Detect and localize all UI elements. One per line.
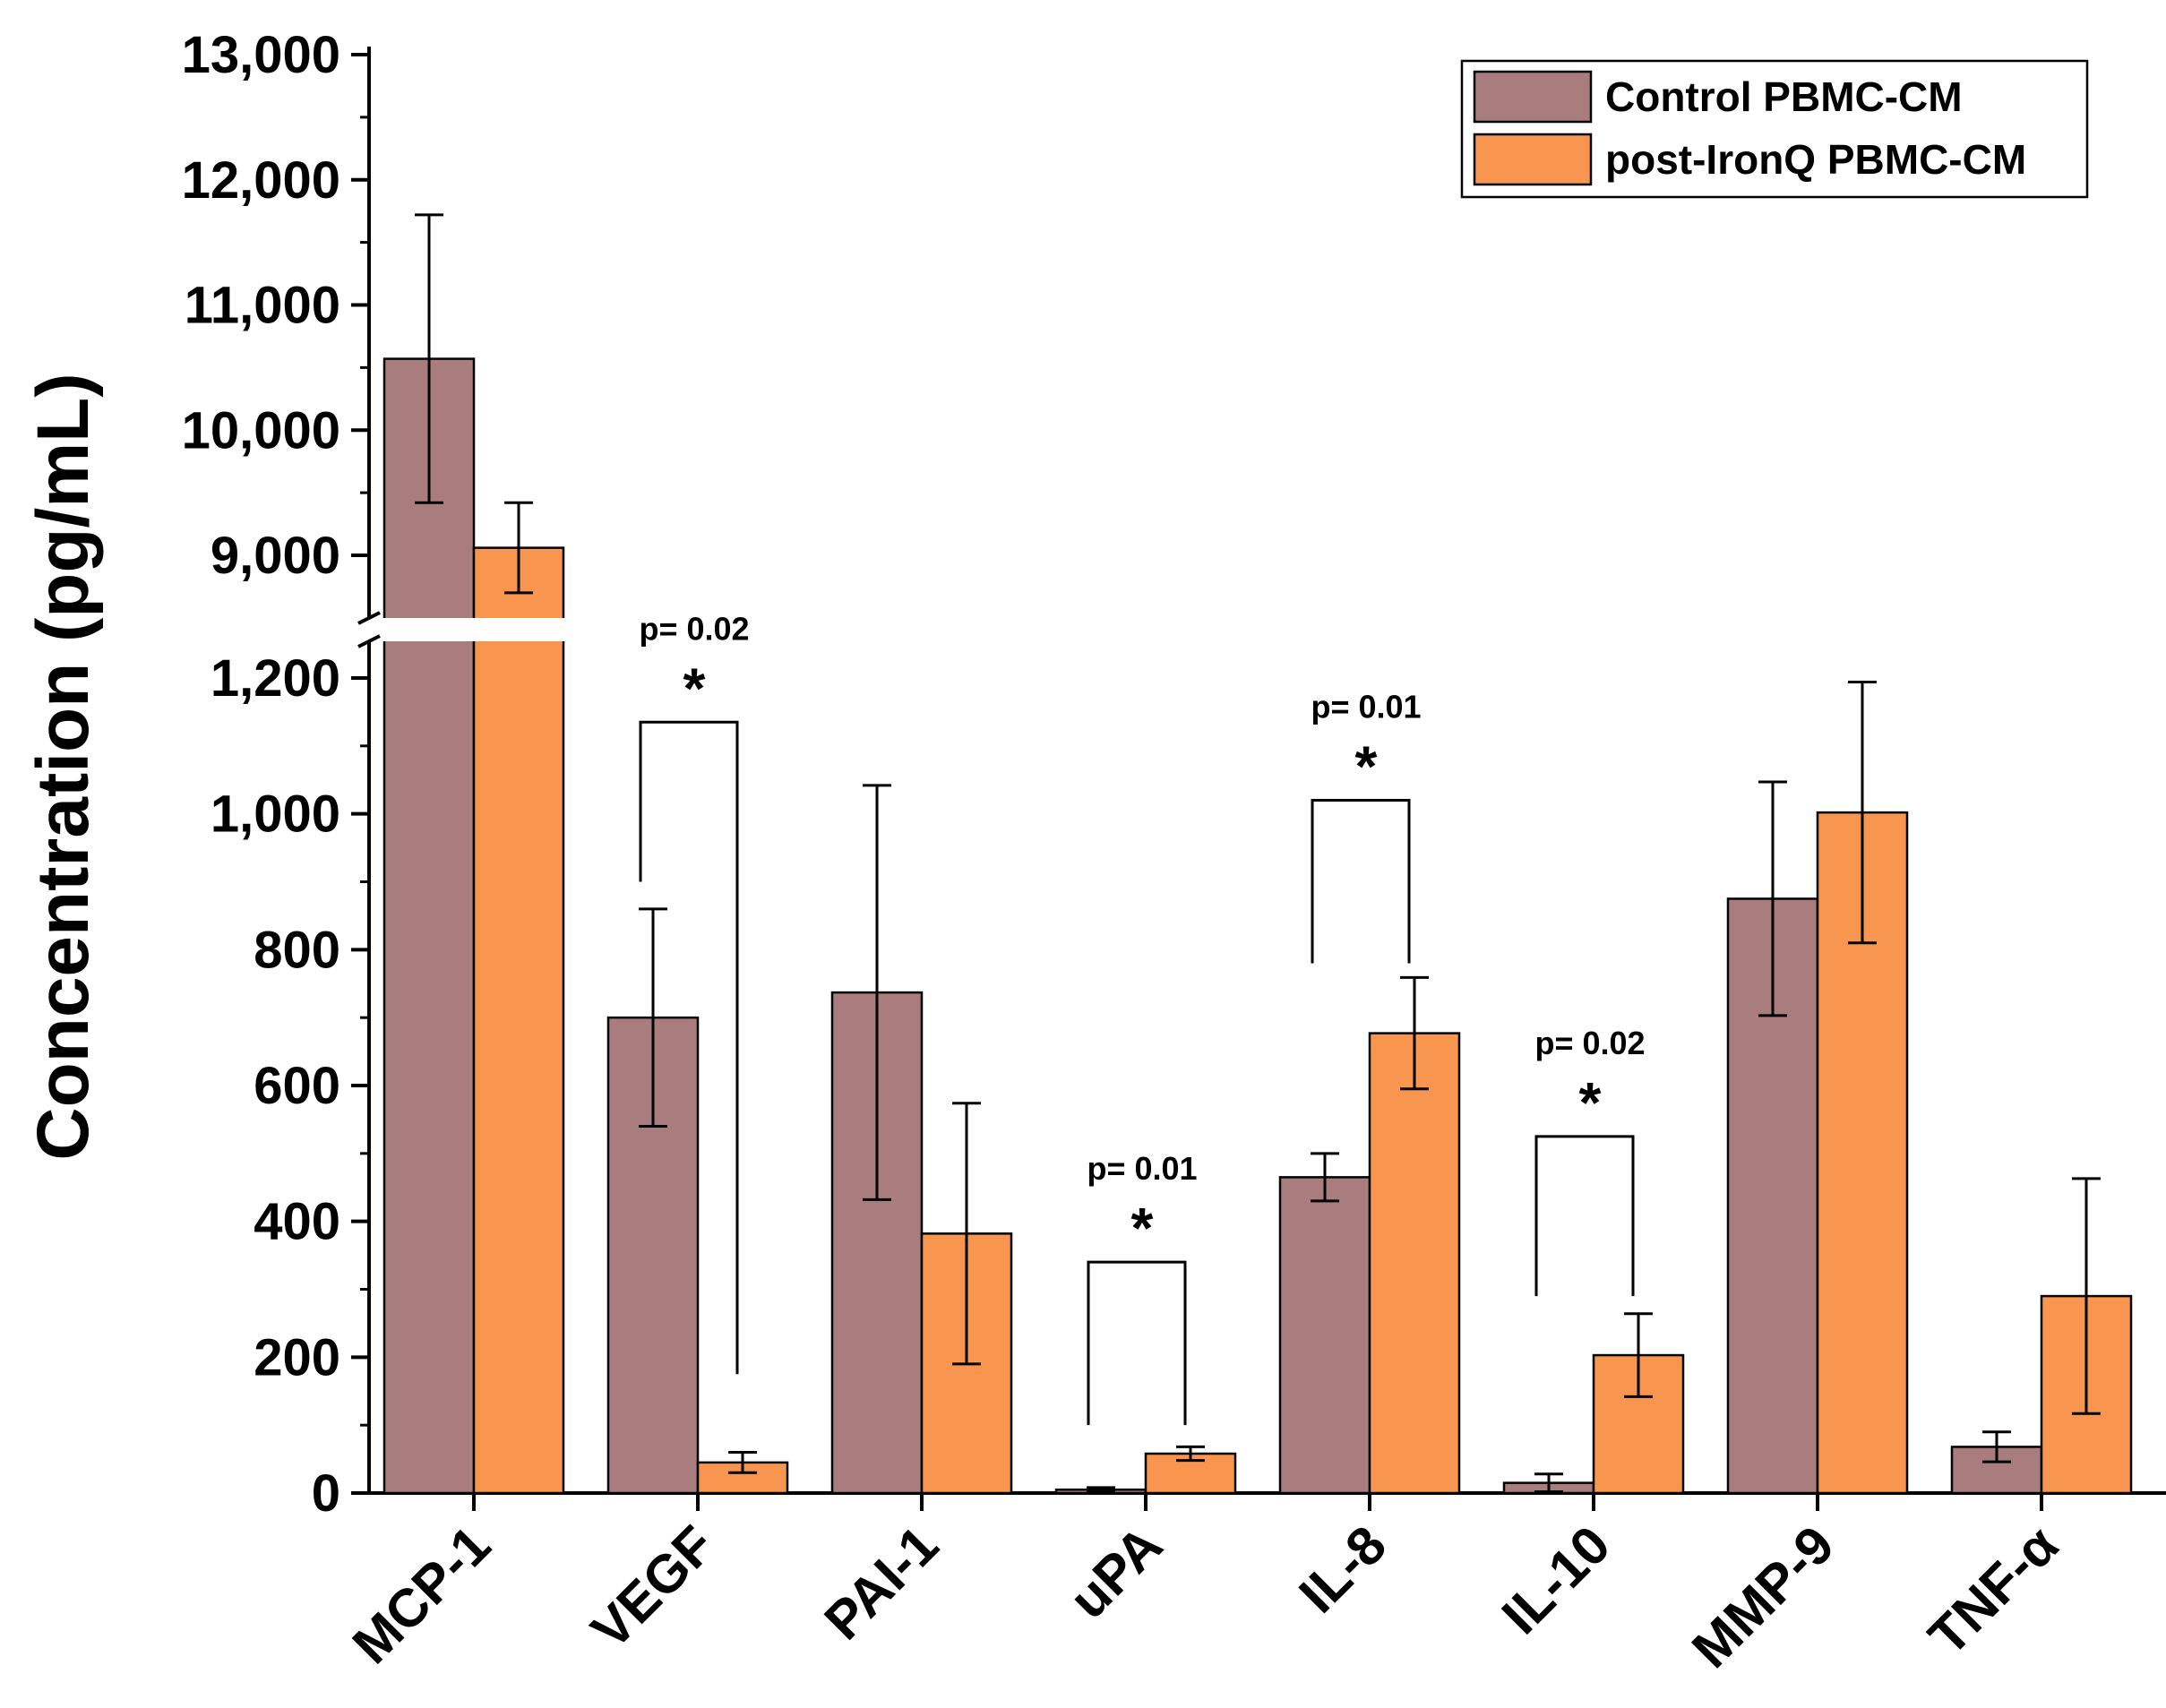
significance-star: * <box>1131 1196 1154 1260</box>
x-tick-label: IL-10 <box>1491 1515 1621 1645</box>
y-tick-label: 11,000 <box>185 277 340 335</box>
y-tick-label: 400 <box>254 1193 340 1251</box>
x-tick-label: uPA <box>1058 1515 1173 1630</box>
bars <box>382 357 2133 1495</box>
axis-break <box>348 611 569 648</box>
legend: Control PBMC-CM post-IronQ PBMC-CM <box>1460 59 2089 199</box>
y-axis-label: Concentration (pg/mL) <box>22 373 104 1160</box>
y-tick-label: 9,000 <box>211 527 340 585</box>
legend-swatch <box>1473 133 1593 186</box>
axis-break-gap <box>348 618 569 641</box>
y-tick-label: 1,200 <box>211 649 340 708</box>
bar-post-ironq <box>472 546 565 1495</box>
y-tick-label: 10,000 <box>182 401 340 459</box>
y-tick-label: 1,000 <box>211 785 340 844</box>
significance-star: * <box>1355 734 1378 799</box>
bar-post-ironq <box>1368 1032 1461 1495</box>
y-tick-label: 0 <box>312 1464 340 1523</box>
x-tick-label: MMP-9 <box>1680 1515 1845 1679</box>
significance-star: * <box>683 656 706 720</box>
legend-label: post-IronQ PBMC-CM <box>1605 136 2026 183</box>
y-tick-label: 200 <box>254 1328 340 1386</box>
p-value-label: p= 0.02 <box>1534 1025 1645 1061</box>
p-value-label: p= 0.01 <box>1311 689 1421 725</box>
p-value-label: p= 0.02 <box>639 610 749 647</box>
significance-bracket <box>1087 1260 1187 1426</box>
x-tick-label: VEGF <box>580 1515 726 1661</box>
y-tick-label: 12,000 <box>182 151 340 210</box>
legend-label: Control PBMC-CM <box>1605 73 1963 120</box>
x-tick-label: TNF-α <box>1917 1515 2069 1667</box>
error-bars <box>415 213 2101 1493</box>
y-tick-label: 600 <box>254 1057 340 1115</box>
y-tick-label: 13,000 <box>182 26 340 84</box>
x-tick-label: IL-8 <box>1287 1515 1397 1625</box>
significance-bracket <box>639 720 739 1375</box>
significance-annotations: * p= 0.02 * p= 0.01 * p= 0.01 * p= 0.02 <box>639 610 1646 1426</box>
axis-break-mark <box>357 634 381 648</box>
legend-swatch <box>1473 70 1593 124</box>
x-tick-label: PAI-1 <box>813 1515 950 1652</box>
axis-break-mark <box>357 611 381 625</box>
significance-star: * <box>1579 1070 1602 1135</box>
y-tick-label: 800 <box>254 921 340 979</box>
p-value-label: p= 0.01 <box>1087 1150 1197 1187</box>
significance-bracket <box>1534 1135 1635 1297</box>
bar-control <box>1278 1176 1371 1495</box>
x-tick-label: MCP-1 <box>341 1515 502 1675</box>
significance-bracket <box>1311 799 1411 964</box>
bar-control <box>382 357 476 1495</box>
